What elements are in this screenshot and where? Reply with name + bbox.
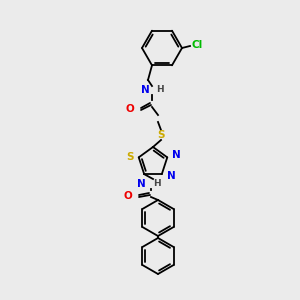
Text: N: N [167, 171, 176, 181]
Text: S: S [126, 152, 134, 162]
Text: N: N [141, 85, 150, 95]
Text: H: H [153, 179, 160, 188]
Text: H: H [156, 85, 164, 94]
Text: Cl: Cl [192, 40, 203, 50]
Text: N: N [172, 150, 181, 161]
Text: N: N [137, 179, 146, 189]
Text: O: O [125, 104, 134, 114]
Text: S: S [157, 130, 165, 140]
Text: O: O [123, 191, 132, 201]
